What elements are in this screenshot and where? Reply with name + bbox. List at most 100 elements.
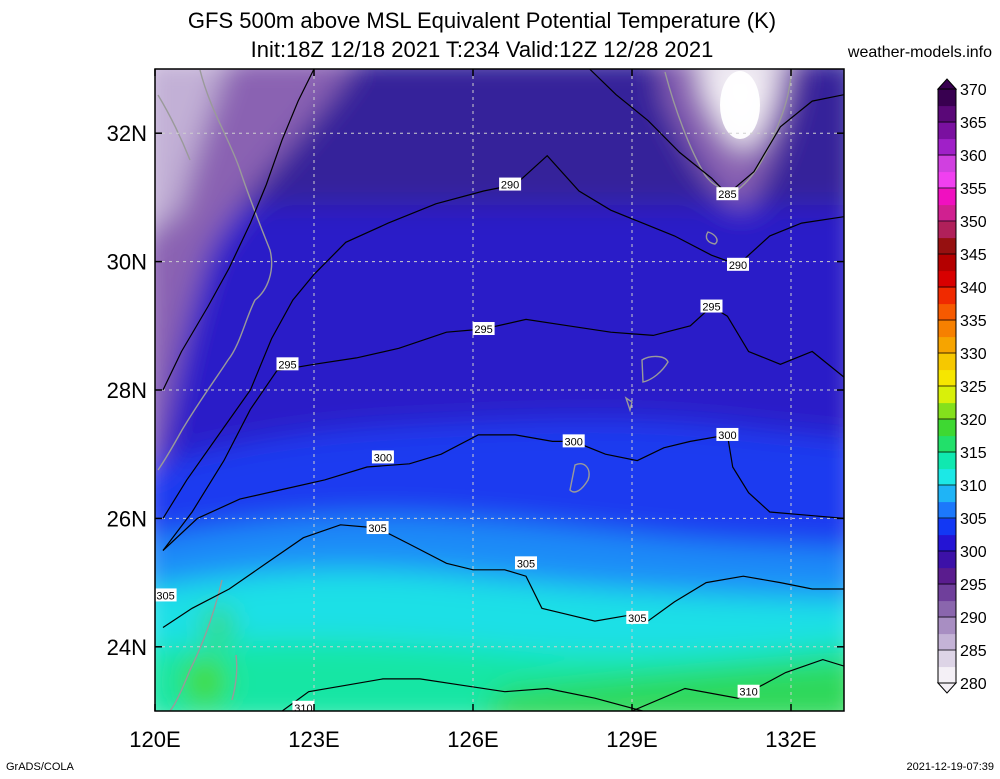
contour-label-bg bbox=[371, 450, 394, 464]
contour-295 bbox=[162, 305, 844, 551]
colorbar-swatch bbox=[938, 386, 956, 404]
colorbar-label: 325 bbox=[960, 379, 987, 396]
contour-label: 295 bbox=[474, 324, 492, 336]
colorbar-swatch bbox=[938, 369, 956, 387]
y-axis: 24N 26N 28N 30N 32N bbox=[107, 121, 844, 660]
contour-label: 305 bbox=[368, 523, 386, 535]
contour-285 bbox=[589, 69, 844, 196]
colorbar-swatch bbox=[938, 270, 956, 288]
source-label: weather-models.info bbox=[847, 44, 992, 61]
contour-310 bbox=[631, 658, 844, 711]
colorbar-label: 355 bbox=[960, 181, 987, 198]
colorbar: 280 285 290 295 300 305 310 315 320 325 330 335 340 3… bbox=[936, 78, 987, 694]
colorbar-label: 290 bbox=[960, 610, 987, 627]
contour-label-bg bbox=[737, 684, 760, 698]
contour-label: 295 bbox=[702, 302, 720, 314]
y-tick-label: 30N bbox=[107, 250, 147, 275]
colorbar-swatch bbox=[938, 303, 956, 321]
colorbar-label: 300 bbox=[960, 544, 987, 561]
contour-label-bg bbox=[716, 427, 739, 441]
colorbar-label: 345 bbox=[960, 247, 987, 264]
grid-lines bbox=[155, 69, 844, 711]
colorbar-swatch bbox=[938, 122, 956, 140]
colorbar-label: 310 bbox=[960, 478, 987, 495]
contour-label-bg bbox=[366, 521, 389, 535]
colorbar-swatch bbox=[938, 435, 956, 453]
contour-label-bg bbox=[626, 610, 649, 624]
colorbar-label: 315 bbox=[960, 445, 987, 462]
colorbar-swatch bbox=[938, 287, 956, 305]
contour-label-bg bbox=[276, 357, 299, 371]
colorbar-swatch bbox=[938, 633, 956, 651]
y-tick-label: 26N bbox=[107, 506, 147, 531]
y-tick-label: 24N bbox=[107, 635, 147, 660]
colorbar-min-arrow bbox=[936, 682, 958, 694]
contour-label: 290 bbox=[501, 180, 519, 192]
colorbar-label: 370 bbox=[960, 82, 987, 99]
colorbar-swatch bbox=[938, 485, 956, 503]
colorbar-swatch bbox=[938, 617, 956, 635]
contour-305 bbox=[162, 524, 844, 629]
x-tick-label: 126E bbox=[447, 727, 498, 752]
colorbar-swatch bbox=[938, 650, 956, 668]
contour-label: 305 bbox=[156, 590, 174, 602]
x-tick-label: 123E bbox=[288, 727, 339, 752]
contour-label: 305 bbox=[517, 558, 535, 570]
colorbar-swatch bbox=[938, 353, 956, 371]
colorbar-swatch bbox=[938, 204, 956, 222]
colorbar-swatch bbox=[938, 89, 956, 107]
contour-label-bg bbox=[700, 299, 723, 313]
contour-label-bg bbox=[515, 556, 537, 570]
colorbar-swatch bbox=[938, 452, 956, 470]
colorbar-swatch bbox=[938, 155, 956, 173]
colorbar-swatch bbox=[938, 336, 956, 354]
contour-label: 310 bbox=[739, 687, 757, 699]
colorbar-swatch bbox=[938, 518, 956, 536]
contour-label-bg bbox=[155, 588, 177, 602]
x-tick-label: 120E bbox=[129, 727, 180, 752]
colorbar-max-arrow bbox=[936, 78, 958, 90]
y-tick-label: 28N bbox=[107, 378, 147, 403]
x-tick-label: 129E bbox=[606, 727, 657, 752]
contour-label: 310 bbox=[294, 703, 312, 715]
chart-subtitle: Init:18Z 12/18 2021 T:234 Valid:12Z 12/2… bbox=[250, 37, 714, 62]
contour-label-bg bbox=[472, 322, 495, 336]
colorbar-swatch bbox=[938, 138, 956, 156]
colorbar-swatch bbox=[938, 567, 956, 585]
contour-label: 285 bbox=[718, 189, 736, 201]
colorbar-label: 280 bbox=[960, 676, 987, 693]
colorbar-label: 320 bbox=[960, 412, 987, 429]
colorbar-swatch bbox=[938, 105, 956, 123]
contour-285 bbox=[162, 69, 315, 391]
contour-label: 305 bbox=[628, 613, 646, 625]
colorbar-label: 340 bbox=[960, 280, 987, 297]
colorbar-swatch bbox=[938, 551, 956, 569]
colorbar-swatch bbox=[938, 320, 956, 338]
contour-label: 295 bbox=[278, 359, 296, 371]
colorbar-swatch bbox=[938, 402, 956, 420]
x-axis: 120E 123E 126E 129E 132E bbox=[129, 69, 817, 752]
colorbar-swatch bbox=[938, 171, 956, 189]
chart-title: GFS 500m above MSL Equivalent Potential … bbox=[187, 8, 777, 33]
contour-label: 300 bbox=[374, 452, 392, 464]
colorbar-swatch bbox=[938, 534, 956, 552]
credit-label: GrADS/COLA bbox=[6, 761, 74, 773]
colorbar-label: 365 bbox=[960, 115, 987, 132]
contour-lines: 285 290 290 295 295 295 300 300 300 305 305 305 305 3… bbox=[155, 69, 844, 715]
contour-label: 300 bbox=[718, 430, 736, 442]
colorbar-swatch bbox=[938, 501, 956, 519]
colorbar-label: 305 bbox=[960, 511, 987, 528]
colorbar-swatch bbox=[938, 221, 956, 239]
contour-label-bg bbox=[727, 257, 749, 271]
colorbar-swatch bbox=[938, 254, 956, 272]
colorbar-swatch bbox=[938, 600, 956, 618]
x-tick-label: 132E bbox=[765, 727, 816, 752]
contour-310 bbox=[281, 678, 643, 711]
colorbar-swatch bbox=[938, 237, 956, 255]
colorbar-label: 330 bbox=[960, 346, 987, 363]
contour-label-bg bbox=[499, 177, 522, 191]
colorbar-label: 335 bbox=[960, 313, 987, 330]
timestamp-label: 2021-12-19-07:39 bbox=[906, 761, 994, 773]
contour-label: 300 bbox=[565, 436, 583, 448]
